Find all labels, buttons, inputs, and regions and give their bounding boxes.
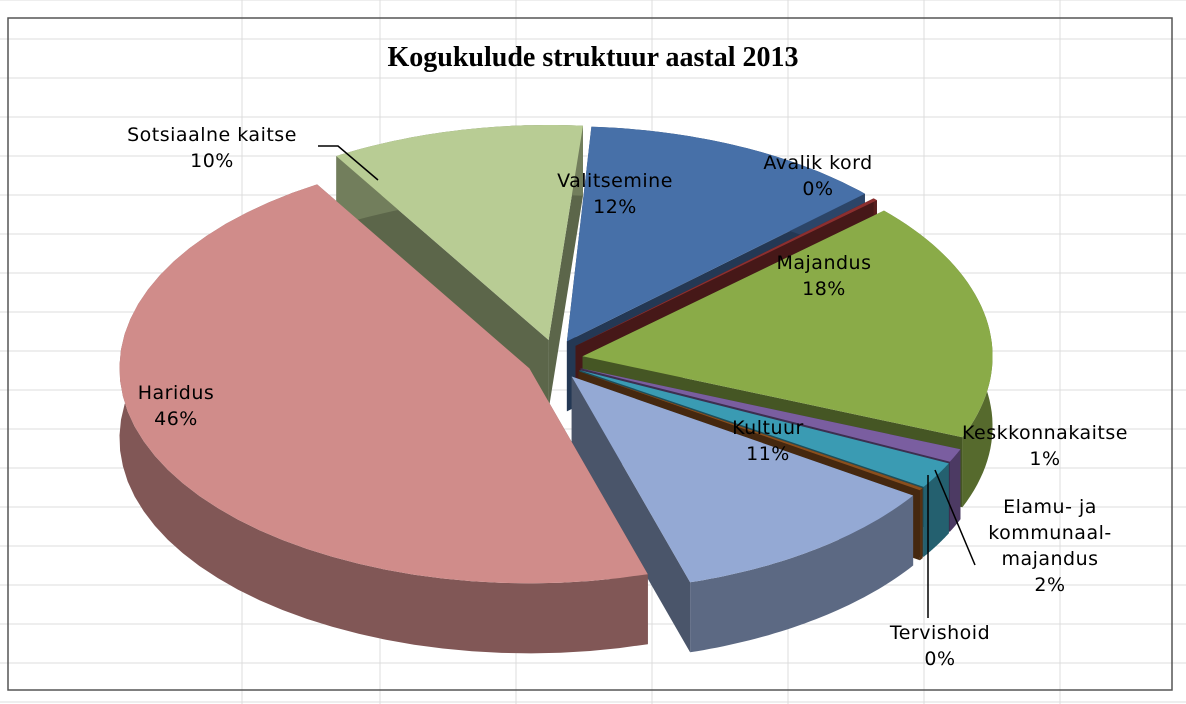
slice-wall: [548, 125, 583, 410]
category-name: Haridus: [137, 382, 215, 404]
slice-label: Valitsemine 12%: [525, 168, 705, 220]
value-label: 2%: [1034, 574, 1066, 596]
slice-label: Avalik kord 0%: [738, 150, 898, 202]
slice: [578, 371, 923, 491]
value-label: 0%: [802, 178, 834, 200]
leader-line: [318, 145, 379, 181]
slice: [571, 376, 914, 583]
slice-label: Elamu- ja kommunaal-majandus 2%: [980, 494, 1120, 598]
value-label: 12%: [593, 196, 637, 218]
category-name: Tervishoid: [889, 622, 991, 644]
slice-side: [690, 495, 914, 653]
slice: [579, 370, 949, 487]
value-label: 18%: [802, 278, 846, 300]
category-name: Sotsiaalne kaitse: [127, 124, 297, 146]
category-name: Keskkonnakaitse: [962, 422, 1128, 444]
category-name: Kultuur: [732, 417, 804, 439]
value-label: 0%: [924, 648, 956, 670]
slice: [336, 125, 583, 340]
slice: [580, 368, 961, 462]
slice-label: Majandus 18%: [744, 250, 904, 302]
slice-label: Haridus 46%: [96, 380, 256, 432]
chart-border: [7, 17, 1173, 691]
value-label: 11%: [746, 443, 790, 465]
category-name: Elamu- ja kommunaal-majandus: [988, 496, 1112, 570]
category-name: Avalik kord: [763, 152, 873, 174]
slice-label: Sotsiaalne kaitse 10%: [92, 122, 332, 174]
value-label: 1%: [1029, 448, 1061, 470]
slice: [575, 198, 877, 346]
slice-label: Tervishoid 0%: [860, 620, 1020, 672]
slice-label: Kultuur 11%: [688, 415, 848, 467]
slice: [119, 184, 648, 584]
slice-side: [919, 488, 923, 561]
slice-side: [119, 184, 648, 654]
value-label: 46%: [154, 408, 198, 430]
slice-label: Keskkonnakaitse 1%: [945, 420, 1145, 472]
slice: [566, 126, 865, 342]
slice-wall: [571, 376, 691, 653]
value-label: 10%: [190, 150, 234, 172]
leader-line: [934, 469, 976, 566]
slice: [582, 210, 993, 438]
pie: [119, 125, 993, 654]
chart-title: Kogukulude struktuur aastal 2013: [387, 42, 799, 73]
category-name: Majandus: [776, 252, 872, 274]
category-name: Valitsemine: [557, 170, 673, 192]
